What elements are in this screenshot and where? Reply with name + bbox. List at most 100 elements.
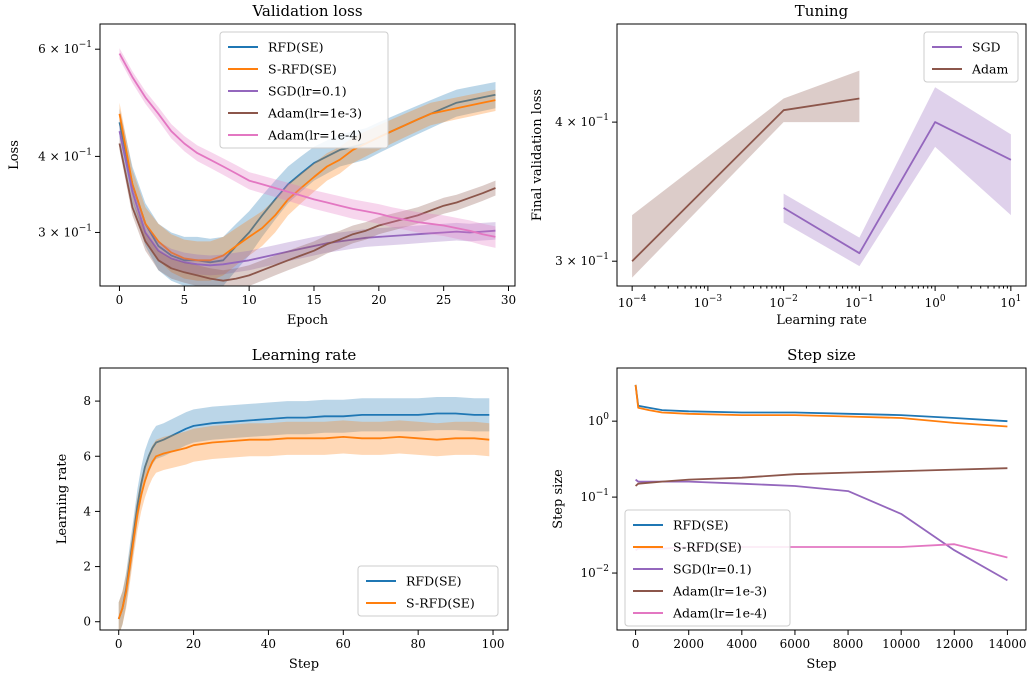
step-size-xtick-label: 10000 [882,637,920,651]
validation-loss-xtick-label: 5 [180,293,188,307]
step-size-series-rfd-se--line [634,384,1008,423]
step-size-xtick-label: 12000 [935,637,973,651]
step-size-ytick-label: 100 [588,412,609,428]
step-size-xlabel: Step [806,657,836,672]
validation-loss-legend-label: Adam(lr=1e-3) [267,106,362,121]
learning-rate-xtick-label: 40 [261,637,276,651]
tuning-legend-label: Adam [971,62,1008,77]
tuning-xtick-label: 10−1 [845,294,874,310]
tuning-xtick-label: 10−4 [618,294,647,310]
learning-rate-ytick-label: 4 [83,504,91,518]
validation-loss-legend-label: RFD(SE) [268,40,324,55]
validation-loss-series-sgd-lr-0-1--band [119,125,496,276]
learning-rate-legend-label: RFD(SE) [406,574,462,589]
tuning-xtick-label: 101 [1000,294,1021,310]
panel-tuning: 10−4 10−3 10−2 10−1 100 101 3 × 10−1 4 × 10−1 Tu… [530,2,1027,328]
panel-validation-loss: 0 5 10 15 20 25 30 3 × 10−1 4 × 10−1 6 × 10−1 Vali… [7,2,516,328]
learning-rate-series-s-rfd-se--band [118,420,490,630]
step-size-legend-label: SGD(lr=0.1) [673,562,752,577]
validation-loss-series-rfd-se--band [119,82,496,286]
learning-rate-xtick-label: 0 [115,637,123,651]
step-size-legend-box [624,509,791,627]
validation-loss-xlabel: Epoch [287,313,329,328]
learning-rate-ytick-label: 2 [83,560,91,574]
step-size-ylabel: Step size [551,469,566,529]
learning-rate-series-s-rfd-se--line [117,436,490,620]
learning-rate-plot-area [117,397,490,630]
tuning-ytick-label: 3 × 10−1 [555,252,609,268]
step-size-xtick-label: 2000 [673,637,704,651]
learning-rate-title: Learning rate [252,346,357,364]
validation-loss-legend-label: SGD(lr=0.1) [268,84,347,99]
tuning-xtick-label: 100 [925,294,946,310]
validation-loss-ytick-label: 4 × 10−1 [38,147,92,163]
step-size-ytick-label: 10−1 [580,488,609,504]
learning-rate-ylabel: Learning rate [55,453,70,544]
learning-rate-xtick-label: 60 [336,637,351,651]
validation-loss-xtick-label: 0 [116,293,124,307]
validation-loss-legend-box [219,31,389,149]
step-size-legend-label: Adam(lr=1e-4) [672,606,767,621]
validation-loss-ytick-label: 3 × 10−1 [38,223,92,239]
tuning-series-adam-line [631,97,860,262]
learning-rate-series-rfd-se--band [118,397,490,630]
tuning-xtick-label: 10−2 [769,294,798,310]
step-size-xtick-label: 4000 [727,637,758,651]
validation-loss-series-adam-lr-1e-4--line [118,53,496,238]
learning-rate-frame [99,367,509,631]
panel-step-size: 0 2000 4000 6000 8000 10000 12000 14000 100 10−1 1… [551,346,1027,672]
step-size-series-adam-lr-1e-3--line [635,467,1008,487]
validation-loss-title: Validation loss [251,2,362,20]
learning-rate-xlabel: Step [289,657,319,672]
validation-loss-series-s-rfd-se--band [119,89,496,281]
validation-loss-ylabel: Loss [7,140,22,170]
learning-rate-ytick-label: 8 [83,394,91,408]
validation-loss-xtick-label: 25 [436,293,451,307]
step-size-legend-label: RFD(SE) [673,518,729,533]
step-size-legend-label: Adam(lr=1e-3) [672,584,767,599]
learning-rate-xtick-label: 20 [186,637,201,651]
tuning-xtick-label: 10−3 [694,294,723,310]
validation-loss-series-adam-lr-1e-3--line [118,143,496,282]
learning-rate-series-rfd-se--line [117,412,490,620]
step-size-xtick-label: 0 [632,637,640,651]
tuning-frame [616,23,1027,287]
tuning-ytick-label: 4 × 10−1 [555,113,609,129]
step-size-title: Step size [787,346,856,364]
validation-loss-legend-label: Adam(lr=1e-4) [267,128,362,143]
validation-loss-ytick-label: 6 × 10−1 [38,40,92,56]
panel-learning-rate: 0 20 40 60 80 100 0 2 4 6 8 Learning rate Step Learni… [55,346,509,672]
tuning-legend-label: SGD [972,40,1001,55]
validation-loss-series-adam-lr-1e-3--band [119,137,496,286]
tuning-ylabel: Final validation loss [530,89,545,221]
validation-loss-xtick-label: 20 [371,293,386,307]
validation-loss-xtick-label: 15 [306,293,321,307]
tuning-title: Tuning [795,2,849,20]
step-size-xtick-label: 8000 [833,637,864,651]
step-size-series-sgd-lr-0-1--line [635,478,1008,582]
tuning-plot-area [631,70,1012,278]
validation-loss-xtick-label: 30 [501,293,516,307]
validation-loss-plot-area [118,48,496,286]
learning-rate-xtick-label: 80 [411,637,426,651]
step-size-xtick-label: 14000 [988,637,1026,651]
step-size-legend-label: S-RFD(SE) [673,540,742,555]
step-size-xtick-label: 6000 [780,637,811,651]
validation-loss-series-sgd-lr-0-1--line [118,131,496,267]
tuning-series-sgd-line [783,121,1012,255]
learning-rate-ytick-label: 6 [83,449,91,463]
step-size-frame [616,367,1027,631]
validation-loss-series-s-rfd-se--line [118,99,496,262]
step-size-series-s-rfd-se--line [634,384,1008,428]
validation-loss-frame [99,23,516,287]
validation-loss-legend-label: S-RFD(SE) [268,62,337,77]
tuning-series-adam-band [632,70,860,278]
step-size-ytick-label: 10−2 [580,564,609,580]
validation-loss-xtick-label: 10 [242,293,257,307]
learning-rate-xtick-label: 100 [482,637,505,651]
learning-rate-ytick-label: 0 [83,615,91,629]
tuning-xlabel: Learning rate [776,313,867,328]
learning-rate-legend-label: S-RFD(SE) [406,596,475,611]
